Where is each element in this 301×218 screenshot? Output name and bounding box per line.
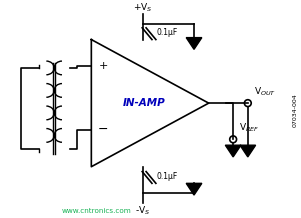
Text: +V$_S$: +V$_S$ [133,1,153,14]
Text: www.cntronics.com: www.cntronics.com [62,208,132,214]
Text: V$_{OUT}$: V$_{OUT}$ [254,86,276,98]
Text: V$_{REF}$: V$_{REF}$ [239,122,259,135]
Text: −: − [98,123,108,136]
Polygon shape [225,145,241,157]
Polygon shape [240,145,256,157]
Text: +: + [98,61,108,71]
Polygon shape [186,183,202,195]
Text: 0.1μF: 0.1μF [157,172,178,181]
Text: 0.1μF: 0.1μF [157,28,178,37]
Text: -V$_S$: -V$_S$ [135,204,151,217]
Text: 07034-004: 07034-004 [292,93,297,127]
Text: IN-AMP: IN-AMP [123,98,166,108]
Polygon shape [186,38,202,49]
